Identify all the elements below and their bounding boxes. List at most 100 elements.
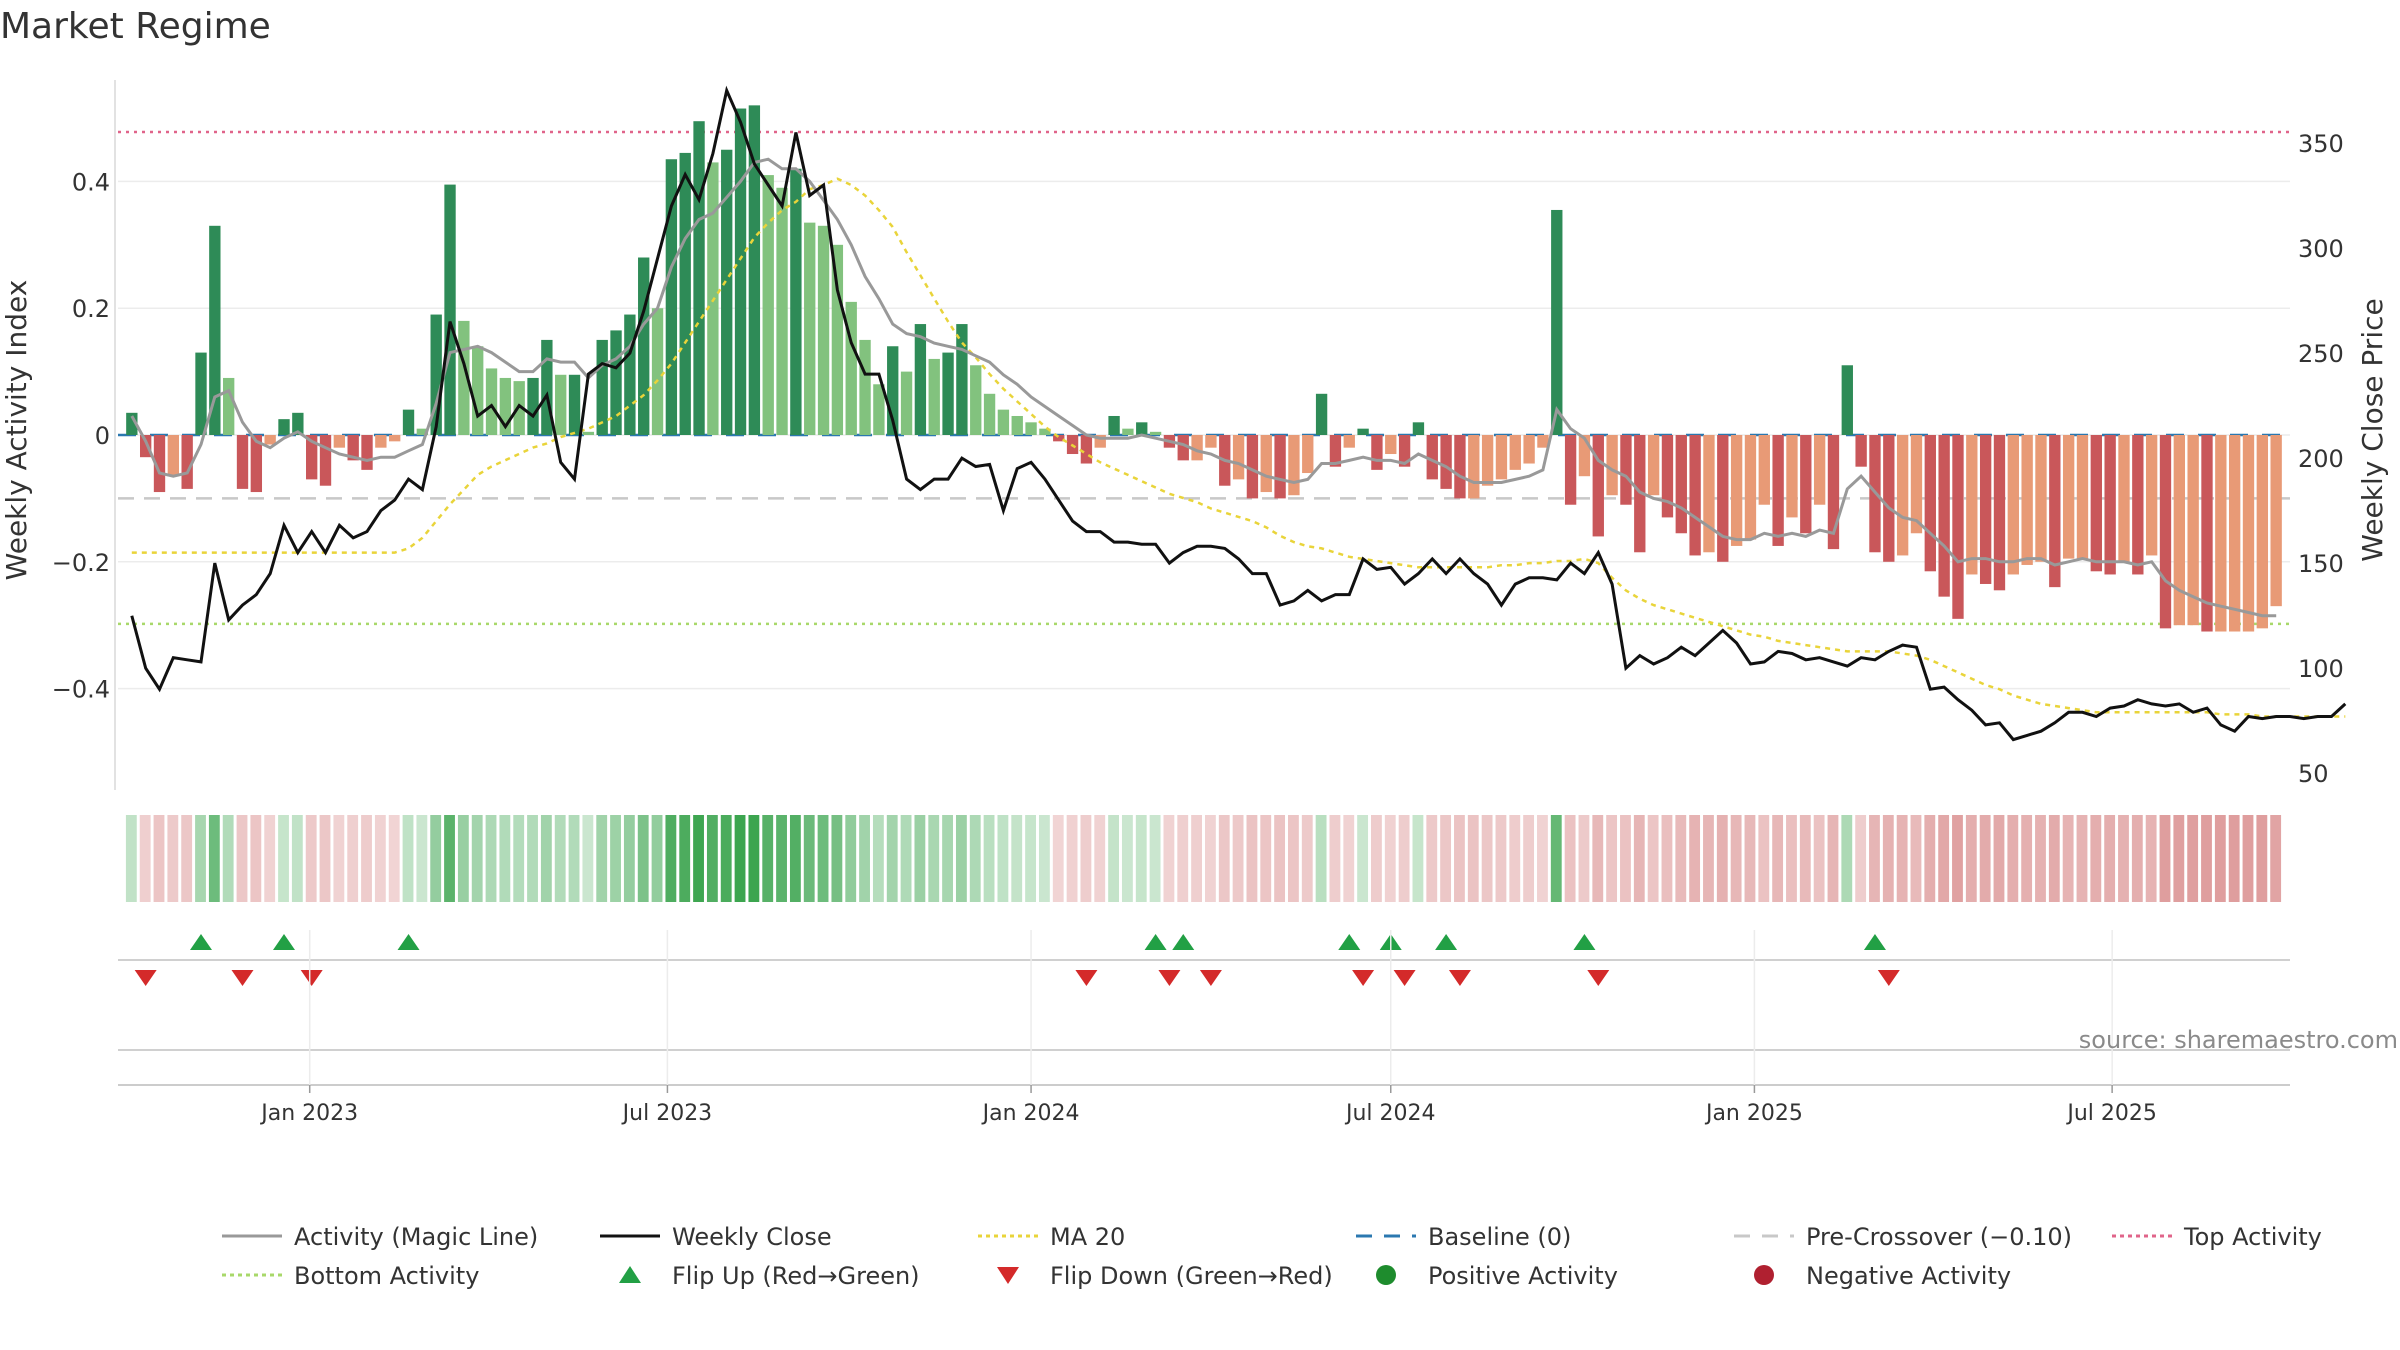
activity-bar	[375, 435, 387, 448]
regime-cell	[1440, 815, 1452, 902]
activity-bar	[956, 324, 968, 435]
activity-bar	[1717, 435, 1729, 562]
flip-up-marker	[397, 934, 420, 950]
regime-cell	[333, 815, 345, 902]
regime-cell	[1606, 815, 1618, 902]
regime-cell	[1218, 815, 1230, 902]
activity-bar	[1122, 428, 1134, 435]
activity-bar	[278, 419, 290, 435]
regime-cell	[734, 815, 746, 902]
regime-cell	[568, 815, 580, 902]
regime-cell	[319, 815, 331, 902]
right-tick-label: 350	[2298, 130, 2344, 158]
flip-down-marker	[300, 970, 323, 986]
activity-bar	[1260, 435, 1272, 493]
activity-bar	[1772, 435, 1784, 546]
right-tick-label: 200	[2298, 445, 2344, 473]
regime-cell	[1454, 815, 1465, 902]
activity-bar	[472, 346, 484, 435]
regime-cell	[845, 815, 857, 902]
activity-bar	[1578, 435, 1591, 477]
flip-up-marker	[190, 934, 213, 950]
activity-bar	[444, 184, 456, 435]
regime-cell	[540, 815, 552, 902]
regime-cell	[1689, 815, 1701, 902]
activity-bar	[1647, 435, 1660, 496]
activity-bar	[264, 435, 276, 445]
regime-cell	[859, 815, 870, 902]
regime-cell	[1744, 815, 1756, 902]
regime-cell	[2201, 815, 2212, 902]
activity-bar	[499, 377, 512, 435]
regime-cell	[181, 815, 193, 902]
regime-cell	[1703, 815, 1714, 902]
regime-cell	[2131, 815, 2143, 902]
activity-bar	[1675, 435, 1687, 534]
activity-bar	[596, 339, 608, 435]
regime-cell	[1772, 815, 1784, 902]
regime-cell	[1371, 815, 1382, 902]
activity-bar	[693, 121, 705, 436]
regime-cell	[1025, 815, 1036, 902]
x-tick-label: Jul 2024	[1344, 1101, 1436, 1126]
activity-bar	[527, 377, 539, 435]
regime-cell	[1232, 815, 1244, 902]
activity-bar	[1910, 435, 1923, 534]
activity-bar	[900, 371, 913, 435]
regime-cell	[969, 815, 981, 902]
regime-cell	[623, 815, 635, 902]
flip-down-marker	[231, 970, 254, 986]
legend-label: Top Activity	[2183, 1223, 2322, 1251]
regime-strip	[125, 815, 2282, 902]
x-tick-label: Jan 2025	[1704, 1101, 1803, 1126]
regime-cell	[222, 815, 234, 902]
activity-bar	[555, 374, 567, 435]
regime-cell	[2214, 815, 2226, 902]
activity-bar	[928, 358, 940, 435]
regime-cell	[153, 815, 165, 902]
regime-cell	[900, 815, 912, 902]
regime-cell	[2062, 815, 2074, 902]
x-axis: Jan 2023 Jul 2023 Jan 2024 Jul 2024 Jan 2025…	[118, 930, 2290, 1126]
regime-cell	[416, 815, 428, 902]
legend-swatch	[1376, 1265, 1396, 1285]
left-tick-label: −0.2	[52, 549, 110, 577]
activity-bar	[1744, 435, 1757, 540]
regime-cell	[2076, 815, 2088, 902]
activity-bar	[845, 301, 857, 435]
right-tick-label: 50	[2298, 760, 2329, 788]
activity-bar	[1094, 435, 1106, 448]
activity-bar	[2201, 435, 2213, 632]
regime-cell	[1827, 815, 1839, 902]
activity-bar	[1993, 435, 2006, 591]
activity-bar	[1661, 435, 1674, 518]
regime-cell	[291, 815, 303, 902]
activity-bar	[458, 320, 470, 435]
regime-cell	[1274, 815, 1286, 902]
regime-cell	[1495, 815, 1507, 902]
activity-bar	[1966, 435, 1978, 575]
flip-down-marker	[1587, 970, 1610, 986]
legend-label: Activity (Magic Line)	[294, 1223, 538, 1251]
activity-bar	[236, 435, 249, 489]
activity-bar	[1011, 415, 1023, 435]
activity-bar	[167, 435, 180, 477]
activity-bar	[2021, 435, 2033, 565]
activity-bar	[665, 159, 678, 435]
regime-cell	[1537, 815, 1548, 902]
activity-bar	[568, 374, 581, 435]
regime-cell	[1979, 815, 1991, 902]
legend-label: Bottom Activity	[294, 1262, 479, 1290]
activity-bar	[651, 308, 664, 435]
regime-cell	[2118, 815, 2129, 902]
regime-cell	[388, 815, 400, 902]
regime-cell	[1578, 815, 1590, 902]
regime-cell	[776, 815, 787, 902]
regime-cell	[125, 815, 137, 902]
activity-bar	[1288, 435, 1300, 496]
regime-cell	[1412, 815, 1424, 902]
activity-bar	[1952, 435, 1964, 619]
activity-bar	[1205, 435, 1217, 448]
regime-cell	[1246, 815, 1258, 902]
regime-cell	[637, 815, 649, 902]
